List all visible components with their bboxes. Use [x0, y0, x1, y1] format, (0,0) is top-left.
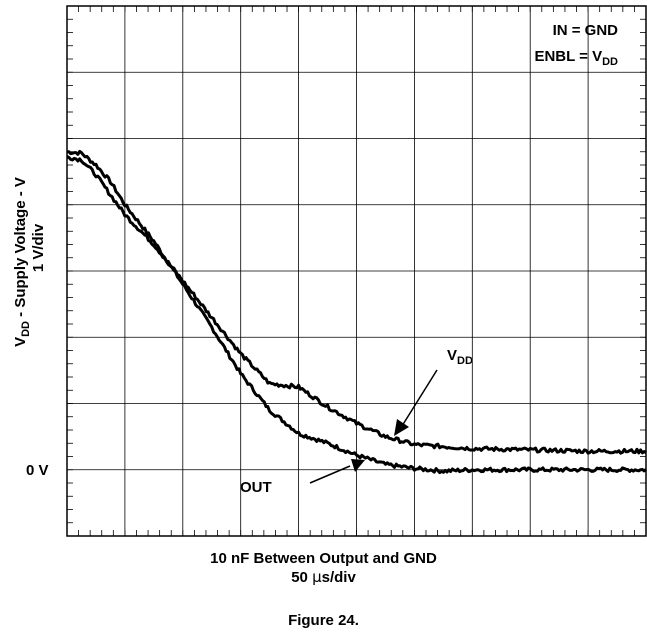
x-axis-title-value: 50	[291, 569, 313, 586]
x-axis-title-mu: µ	[312, 568, 322, 586]
y-axis-title-sub: DD	[20, 321, 32, 337]
y-axis-title-rest: - Supply Voltage - V	[12, 177, 29, 321]
y-axis-title: VDD - Supply Voltage - V	[12, 177, 32, 347]
y-zero-tick-label: 0 V	[26, 462, 49, 479]
grid	[67, 6, 646, 536]
x-axis-title-line1: 10 nF Between Output and GND	[210, 550, 437, 567]
chart-svg: VDD - Supply Voltage - V 1 V/div 0 V IN …	[12, 5, 647, 537]
series-label-out: OUT	[240, 479, 272, 496]
series-label-vdd-main: V	[447, 347, 457, 364]
condition-enbl: ENBL = VDD	[534, 48, 618, 68]
condition-enbl-sub: DD	[602, 56, 618, 68]
series-line-out	[66, 155, 647, 455]
minor-ticks	[67, 6, 646, 536]
plot-frame	[66, 5, 647, 537]
figure-caption: Figure 24.	[288, 612, 359, 629]
arrow-out	[309, 459, 365, 484]
condition-in: IN = GND	[553, 22, 619, 39]
x-axis-title-unit: s/div	[321, 569, 356, 586]
y-axis-title-line2: 1 V/div	[30, 223, 47, 272]
condition-enbl-main: ENBL = V	[534, 48, 602, 65]
series-label-vdd: VDD	[447, 347, 473, 367]
x-axis-title-line2: 50 µs/div	[0, 568, 647, 586]
y-axis-title-main: V	[12, 337, 29, 347]
arrow-vdd	[394, 369, 438, 436]
series-layer	[66, 149, 647, 475]
series-label-vdd-sub: DD	[457, 355, 473, 367]
